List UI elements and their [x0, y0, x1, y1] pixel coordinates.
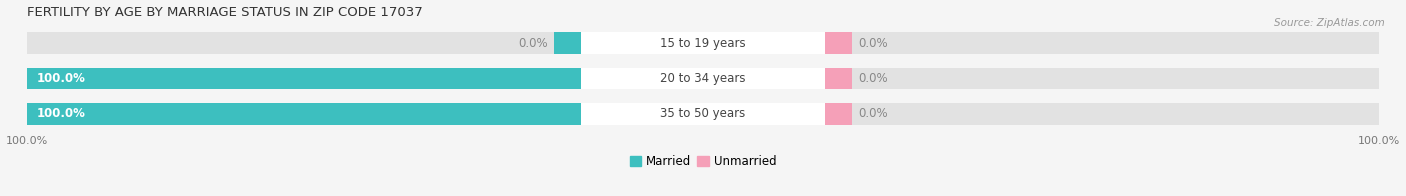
Bar: [27, 67, 703, 89]
Legend: Married, Unmarried: Married, Unmarried: [624, 150, 782, 173]
Text: 15 to 19 years: 15 to 19 years: [661, 37, 745, 50]
Bar: [27, 67, 703, 89]
Text: 0.0%: 0.0%: [517, 37, 547, 50]
Bar: [554, 103, 581, 124]
Bar: [703, 103, 1379, 124]
Text: 20 to 34 years: 20 to 34 years: [661, 72, 745, 85]
Bar: [825, 67, 852, 89]
Text: Source: ZipAtlas.com: Source: ZipAtlas.com: [1274, 18, 1385, 28]
Text: 0.0%: 0.0%: [859, 72, 889, 85]
Text: 0.0%: 0.0%: [859, 107, 889, 120]
Text: 100.0%: 100.0%: [37, 72, 86, 85]
Bar: [27, 103, 703, 124]
Text: 100.0%: 100.0%: [37, 107, 86, 120]
Bar: [581, 67, 825, 89]
Bar: [581, 103, 825, 124]
Text: 0.0%: 0.0%: [859, 37, 889, 50]
Bar: [825, 32, 852, 54]
Bar: [27, 103, 703, 124]
Text: 35 to 50 years: 35 to 50 years: [661, 107, 745, 120]
Bar: [703, 67, 1379, 89]
Bar: [581, 32, 825, 54]
Bar: [703, 32, 1379, 54]
Bar: [554, 67, 581, 89]
Bar: [554, 32, 581, 54]
Bar: [825, 103, 852, 124]
Text: FERTILITY BY AGE BY MARRIAGE STATUS IN ZIP CODE 17037: FERTILITY BY AGE BY MARRIAGE STATUS IN Z…: [27, 5, 422, 19]
Bar: [27, 32, 703, 54]
